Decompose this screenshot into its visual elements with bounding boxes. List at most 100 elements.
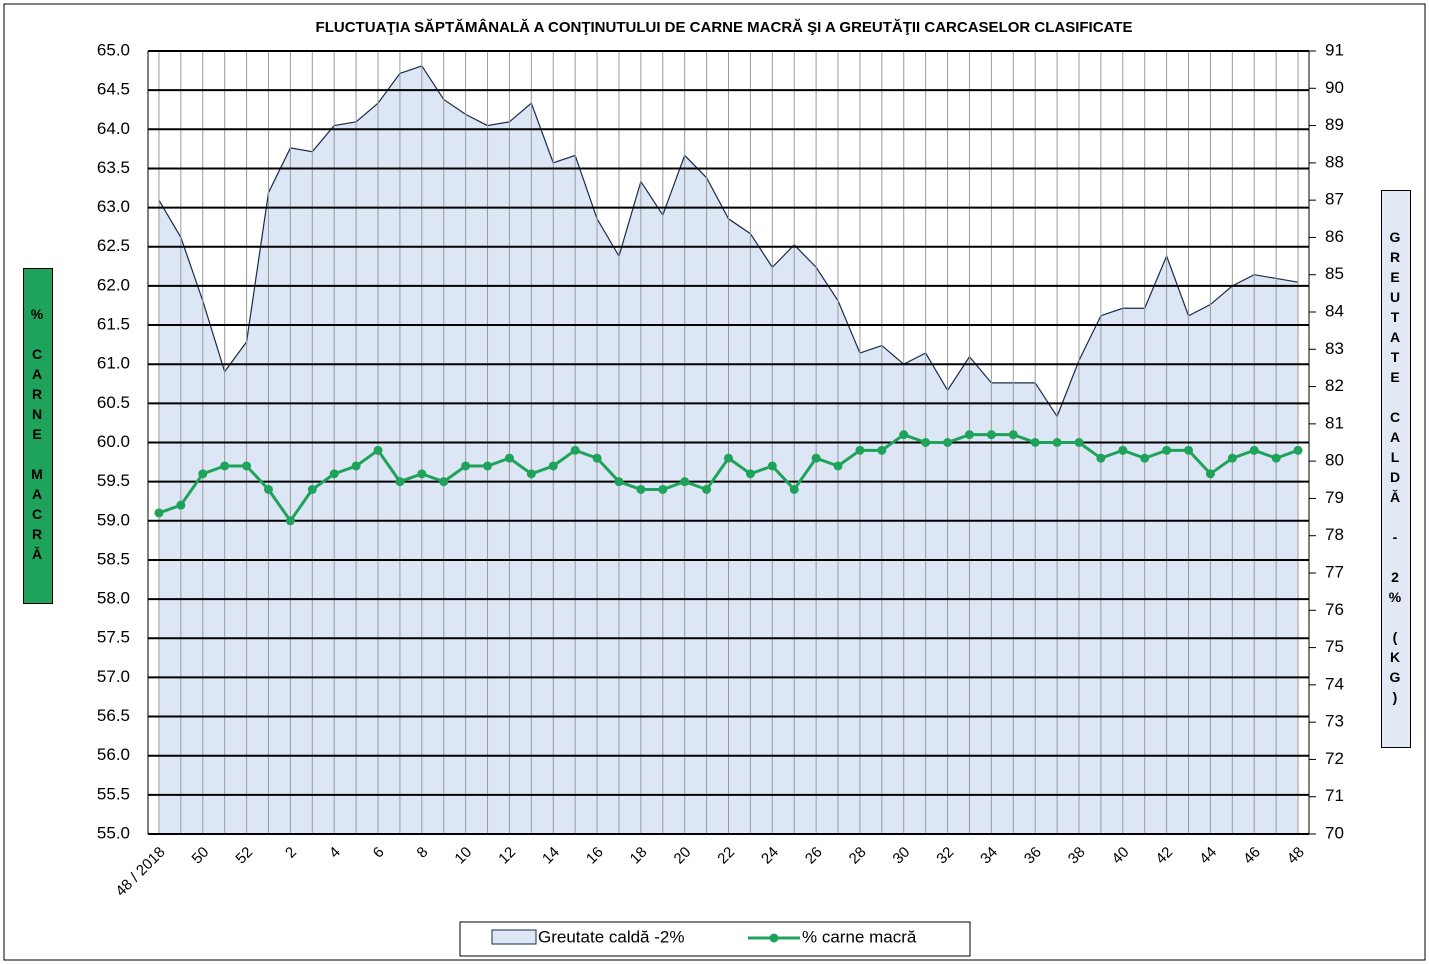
y-axis-title: % CARNE MACRĂ [23,268,53,604]
marker [592,453,602,463]
y-tick-label: 62.5 [97,236,130,255]
marker [329,469,339,479]
legend-box [459,921,971,957]
y2-tick-label: 83 [1325,339,1344,358]
marker [417,469,427,479]
marker [899,430,909,440]
marker [351,461,361,471]
y-tick-label: 55.0 [97,823,130,842]
legend-swatch [491,929,537,945]
y2-tick-label: 74 [1325,674,1344,693]
y2-tick-label: 81 [1325,413,1344,432]
marker [614,477,624,487]
marker [483,461,493,471]
marker [724,453,733,463]
marker [745,469,755,479]
marker [1030,438,1040,447]
marker [855,445,865,455]
marker [986,430,996,440]
marker [811,453,821,463]
y2-axis-title: GREUTATE CALDĂ - 2% (KG) [1381,190,1411,748]
marker [636,484,646,494]
legend-swatch-marker [769,933,779,943]
marker [1118,445,1128,455]
marker [154,508,164,518]
marker [658,484,668,494]
marker [964,430,974,440]
y-tick-label: 63.0 [97,197,130,216]
y2-tick-label: 70 [1325,823,1344,842]
marker [833,461,843,471]
y2-tick-label: 91 [1325,40,1344,59]
marker [1271,453,1281,463]
marker [1205,469,1215,479]
y-tick-label: 58.5 [97,549,130,568]
marker [1074,438,1084,447]
marker [1140,453,1150,463]
marker [220,461,230,471]
y2-tick-label: 77 [1325,562,1344,581]
y2-tick-label: 88 [1325,152,1344,171]
y-tick-label: 61.5 [97,315,130,334]
y-tick-label: 60.0 [97,432,130,451]
y-tick-label: 64.0 [97,119,130,138]
marker [1052,438,1062,447]
y-tick-label: 59.0 [97,510,130,529]
marker [1096,453,1106,463]
marker [1227,453,1237,463]
y2-tick-label: 85 [1325,264,1344,283]
y2-tick-label: 71 [1325,786,1344,805]
marker [767,461,777,471]
marker [943,438,953,447]
y-tick-label: 63.5 [97,158,130,177]
y2-tick-label: 82 [1325,376,1344,395]
marker [570,445,580,455]
y2-tick-label: 87 [1325,190,1344,209]
y-tick-label: 65.0 [97,40,130,59]
marker [1184,445,1194,455]
y2-tick-label: 78 [1325,525,1344,544]
legend-label: % carne macră [802,927,917,946]
marker [242,461,252,471]
y2-tick-label: 86 [1325,227,1344,246]
marker [702,484,712,494]
legend-label: Greutate caldă -2% [538,927,684,946]
marker [789,484,799,494]
marker [373,445,383,455]
marker [877,445,887,455]
y-tick-label: 58.0 [97,589,130,608]
marker [1162,445,1172,455]
marker [307,484,317,494]
y-tick-label: 57.0 [97,667,130,686]
y2-tick-label: 76 [1325,600,1344,619]
marker [1293,445,1303,455]
y-tick-label: 57.5 [97,628,130,647]
marker [504,453,514,463]
marker [198,469,208,479]
y-tick-label: 56.5 [97,706,130,725]
y-tick-label: 60.5 [97,393,130,412]
y2-tick-label: 79 [1325,488,1344,507]
y-tick-label: 55.5 [97,784,130,803]
y2-tick-label: 80 [1325,451,1344,470]
y-tick-label: 64.5 [97,80,130,99]
marker [263,484,273,494]
marker [680,477,690,487]
marker [526,469,536,479]
marker [395,477,405,487]
y-tick-label: 59.5 [97,471,130,490]
y2-tick-label: 89 [1325,115,1344,134]
marker [461,461,471,471]
y2-tick-label: 73 [1325,712,1344,731]
y-tick-label: 56.0 [97,745,130,764]
marker [548,461,558,471]
y-tick-label: 62.0 [97,275,130,294]
marker [439,477,449,487]
marker [1249,445,1259,455]
marker [285,516,295,526]
y2-tick-label: 75 [1325,637,1344,656]
y2-tick-label: 84 [1325,301,1344,320]
chart-title: FLUCTUAŢIA SĂPTĂMÂNALĂ A CONŢINUTULUI DE… [316,18,1133,36]
